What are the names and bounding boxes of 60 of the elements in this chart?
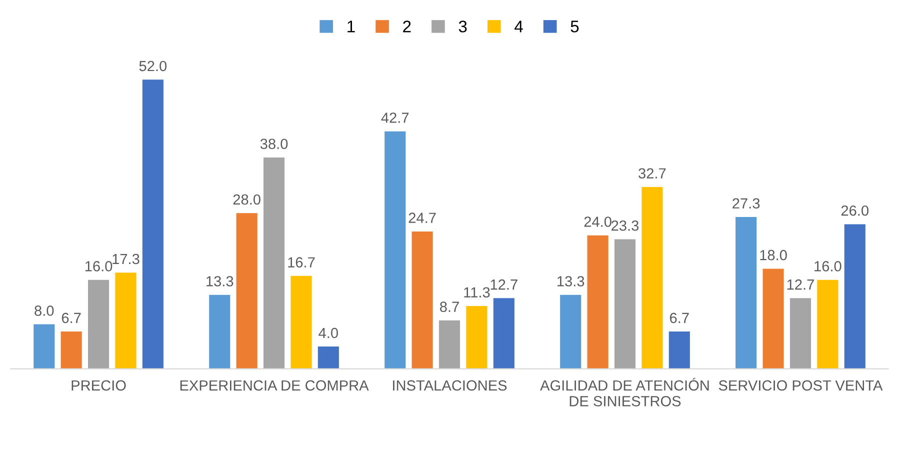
data-label: 12.7 bbox=[490, 279, 518, 290]
data-label: 13.3 bbox=[206, 276, 234, 286]
bar bbox=[142, 80, 164, 369]
bar bbox=[236, 213, 258, 369]
x-tick-label: SERVICIO POST VENTA bbox=[718, 380, 883, 391]
data-label: 27.3 bbox=[732, 198, 760, 209]
x-tick-label: PRECIO bbox=[72, 380, 126, 391]
legend-label: 5 bbox=[570, 20, 579, 32]
bar bbox=[34, 324, 55, 369]
data-label: 8.0 bbox=[34, 306, 54, 316]
bar bbox=[263, 157, 285, 369]
data-label: 18.0 bbox=[760, 250, 787, 260]
bar bbox=[88, 280, 110, 369]
data-label: 32.7 bbox=[638, 168, 666, 179]
bar bbox=[438, 320, 460, 369]
bar bbox=[115, 272, 136, 369]
bar bbox=[668, 332, 690, 369]
bar bbox=[493, 298, 514, 369]
x-tick-label: INSTALACIONES bbox=[393, 380, 507, 391]
data-label: 8.7 bbox=[440, 302, 459, 312]
data-label: 42.7 bbox=[381, 112, 409, 123]
bar bbox=[384, 131, 406, 369]
bar bbox=[587, 235, 608, 369]
data-label: 24.0 bbox=[584, 216, 612, 227]
bar bbox=[209, 294, 230, 369]
data-label: 16.7 bbox=[288, 257, 315, 268]
data-label: 52.0 bbox=[139, 60, 167, 72]
bar bbox=[560, 294, 582, 369]
data-label: 26.0 bbox=[841, 205, 868, 216]
data-label: 28.0 bbox=[233, 194, 260, 205]
bar bbox=[290, 276, 312, 369]
legend-label: 4 bbox=[514, 20, 523, 32]
bar bbox=[412, 231, 433, 369]
bar bbox=[318, 346, 339, 369]
data-label: 16.0 bbox=[85, 261, 112, 272]
bar bbox=[736, 216, 757, 369]
data-label: 17.3 bbox=[112, 254, 140, 264]
bar bbox=[60, 332, 82, 369]
data-label: 11.3 bbox=[464, 287, 490, 298]
x-tick-label: AGILIDAD DE ATENCIÓN DE SINIESTROS bbox=[540, 378, 709, 406]
legend-label: 3 bbox=[458, 20, 467, 32]
data-label: 6.7 bbox=[62, 312, 81, 324]
data-label: 16.0 bbox=[814, 261, 842, 272]
bar bbox=[642, 186, 663, 369]
data-label: 6.7 bbox=[670, 312, 689, 324]
bar bbox=[762, 268, 784, 369]
bar bbox=[466, 306, 488, 369]
x-tick-label: EXPERIENCIA DE COMPRA bbox=[180, 380, 369, 391]
data-label: 13.3 bbox=[558, 276, 584, 286]
data-label: 4.0 bbox=[318, 328, 338, 338]
bar bbox=[844, 224, 866, 369]
bar bbox=[614, 239, 636, 369]
data-label: 38.0 bbox=[260, 138, 288, 150]
bar bbox=[790, 298, 811, 369]
legend-label: 1 bbox=[348, 20, 355, 32]
data-label: 24.7 bbox=[408, 212, 436, 223]
data-label: 12.7 bbox=[787, 279, 814, 290]
legend-label: 2 bbox=[403, 20, 411, 32]
data-label: 23.3 bbox=[612, 220, 639, 231]
bar bbox=[817, 280, 838, 369]
